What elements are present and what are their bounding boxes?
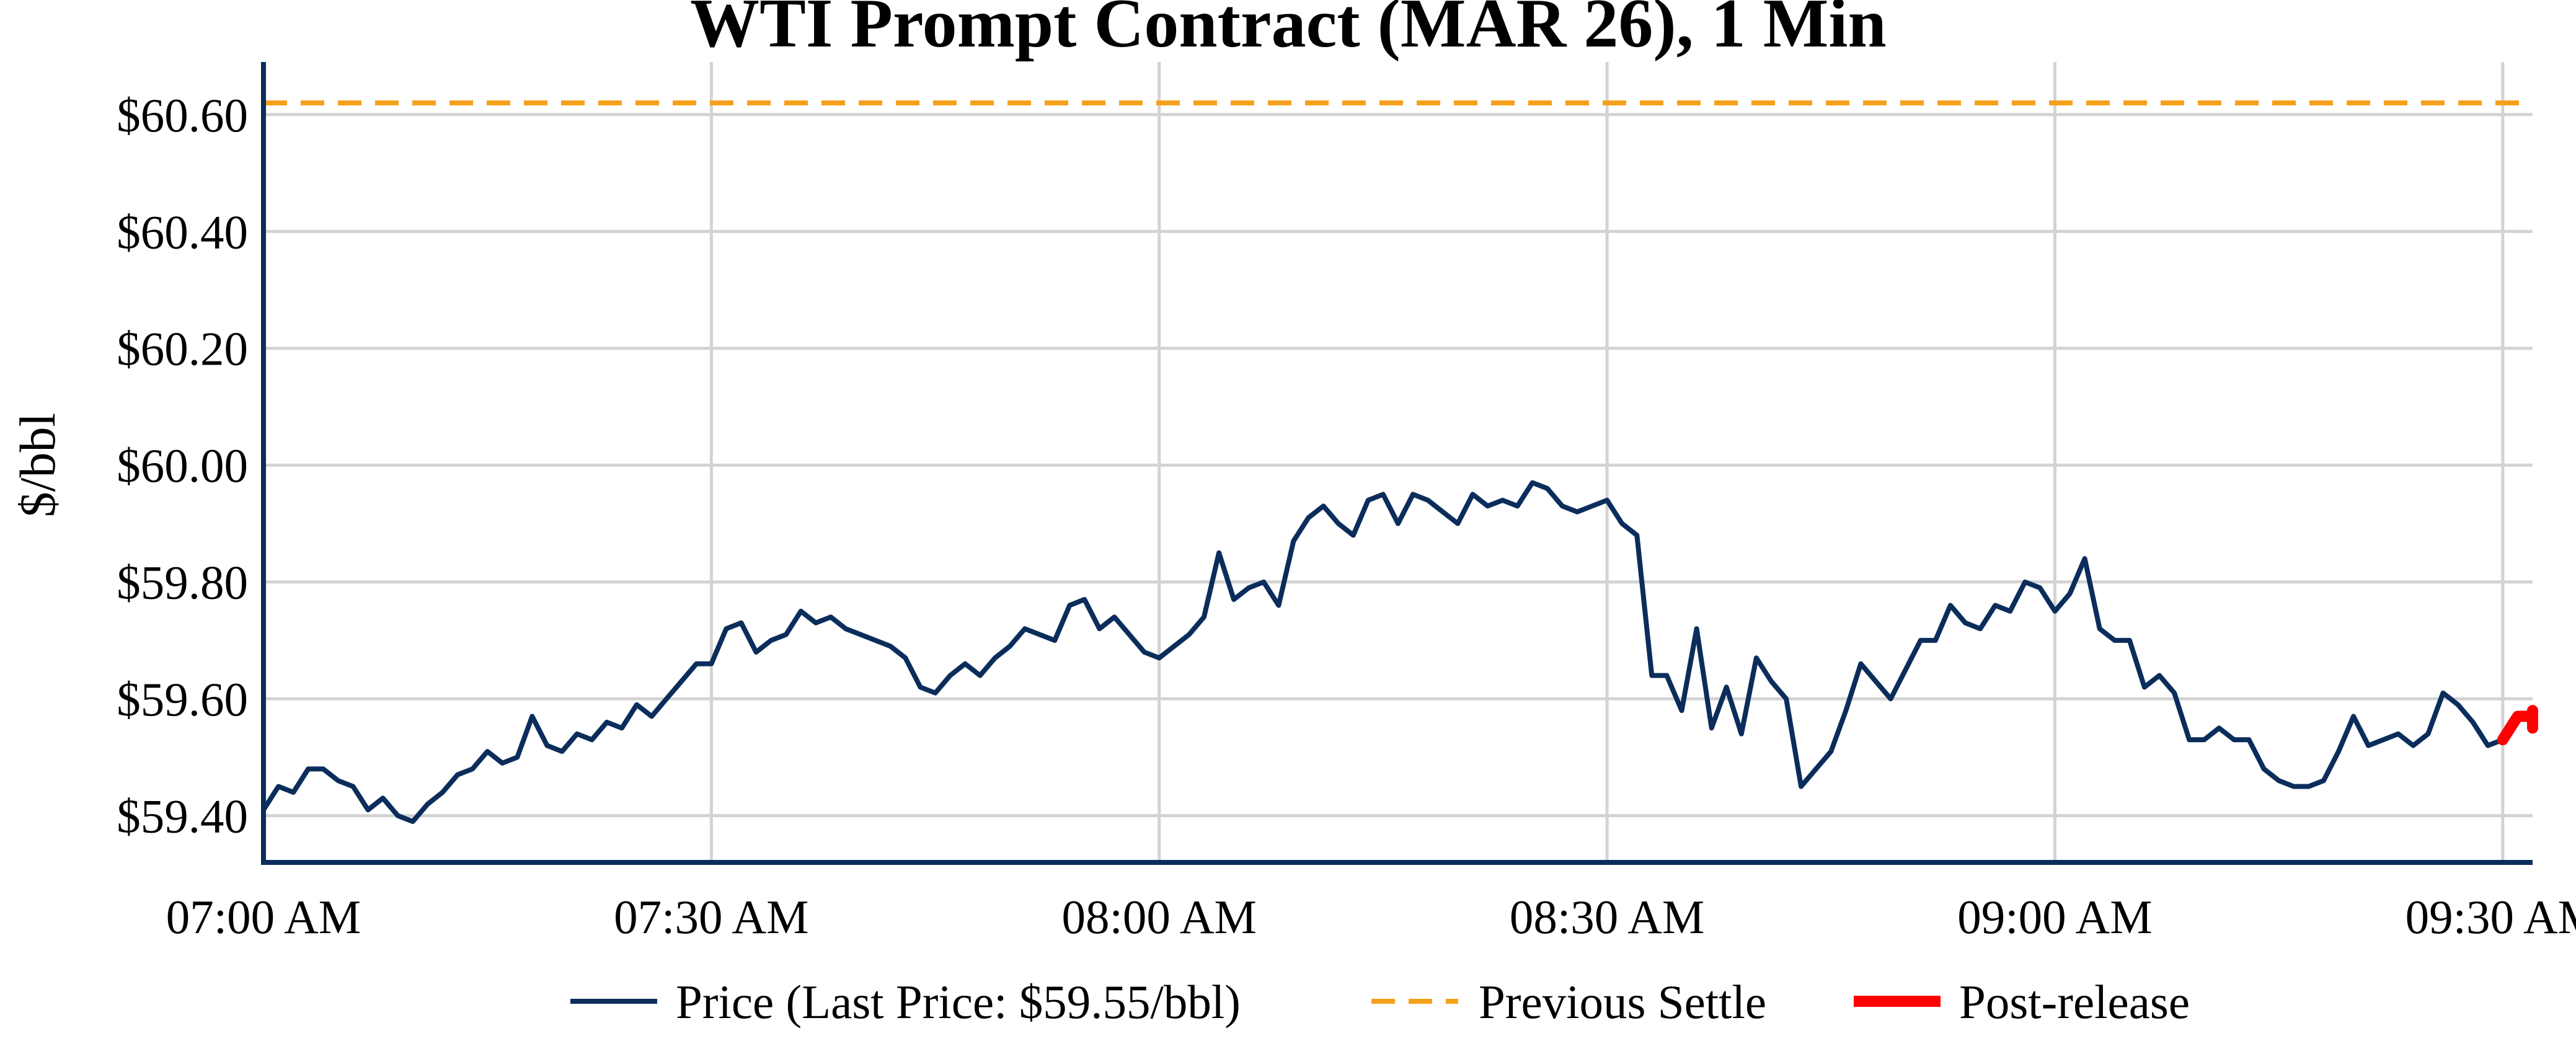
post-release-series-line	[2497, 705, 2538, 746]
legend-label-price: Price (Last Price: $59.55/bbl)	[676, 975, 1241, 1029]
x-axis-ticks: 07:00 AM 07:30 AM 08:00 AM 08:30 AM 09:00 AM…	[166, 890, 2576, 944]
y-tick-label: $60.60	[117, 89, 248, 142]
x-tick-label: 07:00 AM	[166, 890, 361, 944]
y-tick-label: $59.60	[117, 673, 248, 726]
x-tick-label: 08:00 AM	[1062, 890, 1257, 944]
price-series-line	[261, 480, 2504, 824]
legend-label-previous-settle: Previous Settle	[1479, 975, 1766, 1029]
y-axis-label: $/bbl	[9, 413, 66, 518]
legend-label-post-release: Post-release	[1959, 975, 2190, 1029]
y-tick-label: $59.40	[117, 790, 248, 843]
x-tick-label: 09:30 AM	[2406, 890, 2576, 944]
y-tick-label: $60.00	[117, 439, 248, 492]
x-tick-label: 07:30 AM	[614, 890, 808, 944]
legend: Price (Last Price: $59.55/bbl) Previous …	[570, 975, 2190, 1029]
y-tick-label: $60.20	[117, 322, 248, 376]
y-tick-label: $60.40	[117, 205, 248, 259]
x-tick-label: 09:00 AM	[1957, 890, 2152, 944]
y-axis-ticks: $59.40 $59.60 $59.80 $60.00 $60.20 $60.40 $60.…	[117, 89, 248, 843]
x-tick-label: 08:30 AM	[1510, 890, 1704, 944]
y-tick-label: $59.80	[117, 556, 248, 609]
chart-title: WTI Prompt Contract (MAR 26), 1 Min	[690, 0, 1887, 62]
grid	[262, 62, 2533, 862]
